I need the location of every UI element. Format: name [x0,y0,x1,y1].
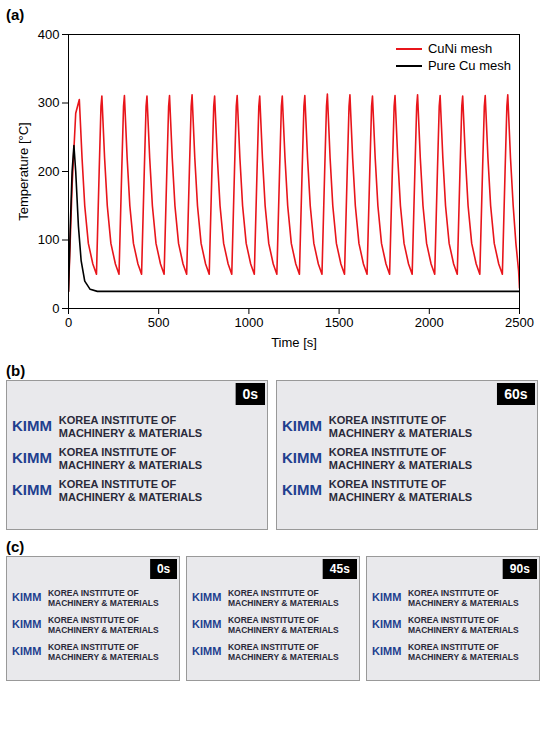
svg-text:KIMM: KIMM [372,591,401,603]
svg-text:0s: 0s [157,562,171,576]
svg-text:100: 100 [38,232,60,247]
svg-text:KIMM: KIMM [12,591,41,603]
html-text:CuNi mesh: CuNi mesh [427,41,493,56]
svg-text:KOREA INSTITUTE OF: KOREA INSTITUTE OF [329,414,447,426]
svg-text:KOREA INSTITUTE OF: KOREA INSTITUTE OF [329,446,447,458]
svg-text:MACHINERY & MATERIALS: MACHINERY & MATERIALS [408,625,519,635]
html-text:(c): (c) [6,538,25,555]
svg-text:45s: 45s [330,562,350,576]
svg-text:MACHINERY & MATERIALS: MACHINERY & MATERIALS [59,491,202,503]
svg-text:MACHINERY & MATERIALS: MACHINERY & MATERIALS [48,598,159,608]
svg-text:MACHINERY & MATERIALS: MACHINERY & MATERIALS [59,459,202,471]
html-text:(a): (a) [6,6,25,23]
svg-text:300: 300 [38,95,60,110]
svg-text:KOREA INSTITUTE OF: KOREA INSTITUTE OF [329,478,447,490]
svg-text:KIMM: KIMM [12,618,41,630]
svg-text:Temperature [°C]: Temperature [°C] [16,122,31,220]
svg-text:0: 0 [52,301,59,316]
svg-text:MACHINERY & MATERIALS: MACHINERY & MATERIALS [329,459,472,471]
svg-text:KOREA INSTITUTE OF: KOREA INSTITUTE OF [408,615,499,625]
svg-text:2000: 2000 [415,315,444,330]
svg-text:KIMM: KIMM [192,591,221,603]
svg-text:90s: 90s [510,562,530,576]
svg-text:MACHINERY & MATERIALS: MACHINERY & MATERIALS [59,427,202,439]
svg-text:KOREA INSTITUTE OF: KOREA INSTITUTE OF [48,642,139,652]
html-text:(b): (b) [6,362,26,379]
svg-text:0: 0 [65,315,72,330]
html-text:Pure Cu mesh: Pure Cu mesh [427,58,511,73]
svg-text:2500: 2500 [505,315,534,330]
svg-text:MACHINERY & MATERIALS: MACHINERY & MATERIALS [228,598,339,608]
svg-text:KIMM: KIMM [12,449,52,466]
svg-text:KIMM: KIMM [372,645,401,657]
svg-text:KOREA INSTITUTE OF: KOREA INSTITUTE OF [59,414,177,426]
svg-text:MACHINERY & MATERIALS: MACHINERY & MATERIALS [48,625,159,635]
svg-text:KOREA INSTITUTE OF: KOREA INSTITUTE OF [408,588,499,598]
svg-text:KOREA INSTITUTE OF: KOREA INSTITUTE OF [228,642,319,652]
svg-text:KIMM: KIMM [282,449,322,466]
svg-text:MACHINERY & MATERIALS: MACHINERY & MATERIALS [329,427,472,439]
svg-text:KIMM: KIMM [12,417,52,434]
svg-text:MACHINERY & MATERIALS: MACHINERY & MATERIALS [48,652,159,662]
svg-text:KOREA INSTITUTE OF: KOREA INSTITUTE OF [228,588,319,598]
svg-text:MACHINERY & MATERIALS: MACHINERY & MATERIALS [408,598,519,608]
svg-text:KOREA INSTITUTE OF: KOREA INSTITUTE OF [228,615,319,625]
svg-text:KIMM: KIMM [192,645,221,657]
svg-text:KOREA INSTITUTE OF: KOREA INSTITUTE OF [48,615,139,625]
svg-text:MACHINERY & MATERIALS: MACHINERY & MATERIALS [228,625,339,635]
svg-text:0s: 0s [243,386,259,402]
svg-text:400: 400 [38,27,60,42]
svg-text:KIMM: KIMM [192,618,221,630]
svg-text:Time [s]: Time [s] [271,335,317,350]
svg-text:MACHINERY & MATERIALS: MACHINERY & MATERIALS [228,652,339,662]
svg-text:KIMM: KIMM [372,618,401,630]
svg-text:KIMM: KIMM [282,481,322,498]
svg-text:KOREA INSTITUTE OF: KOREA INSTITUTE OF [59,478,177,490]
svg-text:MACHINERY & MATERIALS: MACHINERY & MATERIALS [329,491,472,503]
svg-text:1000: 1000 [234,315,263,330]
svg-text:1500: 1500 [325,315,354,330]
svg-text:MACHINERY & MATERIALS: MACHINERY & MATERIALS [408,652,519,662]
svg-text:KOREA INSTITUTE OF: KOREA INSTITUTE OF [48,588,139,598]
svg-text:500: 500 [148,315,170,330]
svg-text:KOREA INSTITUTE OF: KOREA INSTITUTE OF [59,446,177,458]
svg-text:60s: 60s [504,386,528,402]
svg-text:200: 200 [38,164,60,179]
svg-text:KIMM: KIMM [12,481,52,498]
svg-text:KIMM: KIMM [282,417,322,434]
svg-text:KOREA INSTITUTE OF: KOREA INSTITUTE OF [408,642,499,652]
svg-text:KIMM: KIMM [12,645,41,657]
